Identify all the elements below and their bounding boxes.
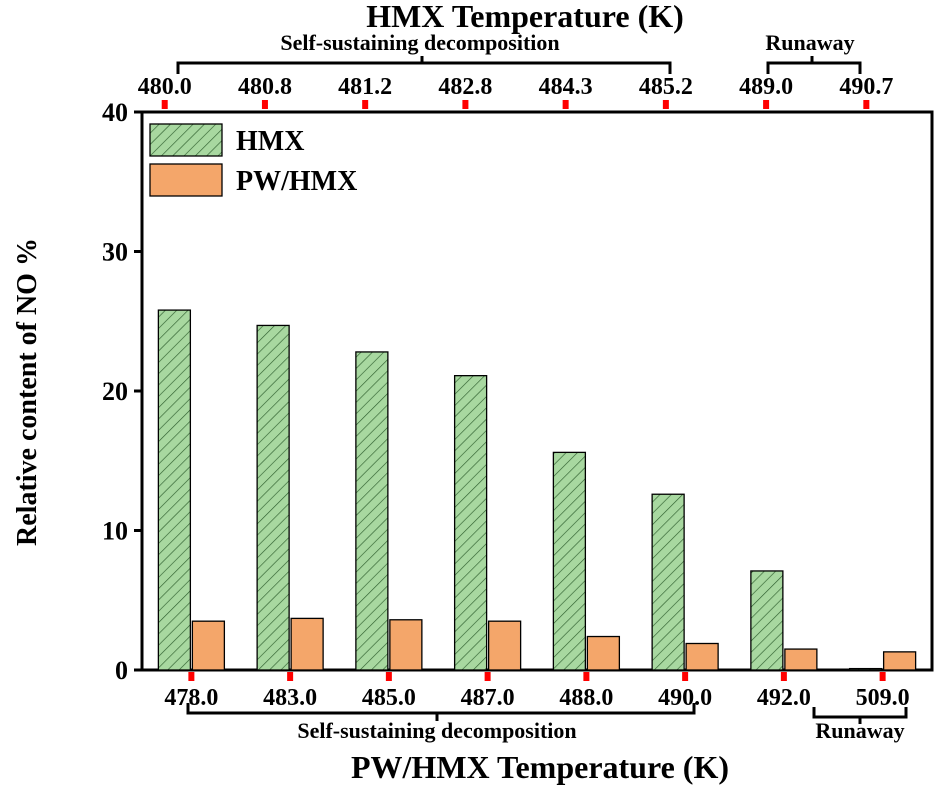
bottom-tick-marker: [385, 672, 392, 681]
top-tick-marker: [763, 100, 770, 109]
bottom-tick-marker: [682, 672, 689, 681]
legend-swatch-pw-hmx: [149, 163, 223, 197]
bottom-self-sustaining-label: Self-sustaining decomposition: [297, 718, 576, 743]
legend-label-pw-hmx: PW/HMX: [236, 166, 357, 197]
top-tick-label: 484.3: [539, 74, 593, 100]
y-axis-label: Relative content of NO %: [12, 238, 43, 546]
bar-pw-hmx: [784, 648, 818, 671]
top-tick-label: 480.8: [238, 74, 292, 100]
bottom-tick-marker: [780, 672, 787, 681]
bottom-tick-marker: [287, 672, 294, 681]
y-tick-label: 20: [102, 377, 128, 406]
bar-hmx: [355, 351, 389, 671]
bottom-runaway-bracket: [812, 707, 908, 724]
plot-area: 0 10 20 30 40 478.0 483.0 485.0 487.0 488.0 490.0 4…: [102, 74, 934, 711]
top-tick-marker: [161, 100, 168, 109]
bottom-tick-label: 492.0: [757, 685, 811, 711]
bar-pw-hmx: [487, 620, 522, 671]
bottom-tick-marker: [484, 672, 491, 681]
top-tick-label: 482.8: [438, 74, 492, 100]
legend: HMX PW/HMX: [149, 123, 357, 197]
top-tick-label: 481.2: [338, 74, 392, 100]
legend-swatch-hmx: [149, 123, 223, 157]
bottom-tick-label: 483.0: [263, 685, 317, 711]
y-tick-label: 40: [102, 98, 128, 127]
top-axis-title: HMX Temperature (K): [366, 0, 684, 34]
top-tick-label: 480.0: [138, 74, 192, 100]
legend-label-hmx: HMX: [236, 126, 304, 157]
top-tick-label: 485.2: [639, 74, 693, 100]
bottom-tick-marker: [583, 672, 590, 681]
bottom-tick-marker: [879, 672, 886, 681]
bar-hmx: [651, 493, 685, 671]
bar-hmx: [750, 570, 784, 671]
bottom-tick-label: 488.0: [559, 685, 613, 711]
bar-hmx: [256, 324, 290, 671]
top-tick-marker: [261, 100, 268, 109]
bar-hmx: [848, 667, 883, 671]
bar-pw-hmx: [290, 617, 324, 671]
top-tick-marker: [863, 100, 870, 109]
bottom-tick-label: 487.0: [461, 685, 515, 711]
bar-hmx: [157, 309, 192, 671]
bar-pw-hmx: [685, 642, 719, 671]
top-tick-label: 489.0: [739, 74, 793, 100]
y-tick-label: 0: [115, 656, 128, 685]
bottom-self-sustaining-bracket: [186, 703, 696, 721]
top-self-sustaining-label: Self-sustaining decomposition: [280, 30, 559, 55]
top-self-sustaining-bracket: [176, 56, 672, 74]
bar-pw-hmx: [882, 651, 917, 671]
top-tick-marker: [462, 100, 469, 109]
bottom-axis-title: PW/HMX Temperature (K): [351, 749, 729, 785]
top-tick-marker: [662, 100, 669, 109]
top-runaway-bracket: [766, 56, 862, 74]
top-tick-marker: [562, 100, 569, 109]
bottom-tick-label: 478.0: [164, 685, 218, 711]
top-tick-label: 490.7: [839, 74, 893, 100]
bottom-tick-label: 485.0: [362, 685, 416, 711]
bar-hmx: [552, 451, 587, 671]
bottom-tick-marker: [188, 672, 195, 681]
bar-pw-hmx: [586, 635, 621, 671]
bottom-tick-label: 490.0: [658, 685, 712, 711]
bar-hmx: [453, 375, 488, 671]
bar-pw-hmx: [191, 620, 226, 671]
top-tick-marker: [362, 100, 369, 109]
top-runaway-label: Runaway: [765, 30, 854, 55]
bottom-tick-label: 509.0: [856, 685, 910, 711]
bar-pw-hmx: [389, 619, 423, 671]
y-tick-label: 30: [102, 238, 128, 267]
y-tick-label: 10: [102, 517, 128, 546]
